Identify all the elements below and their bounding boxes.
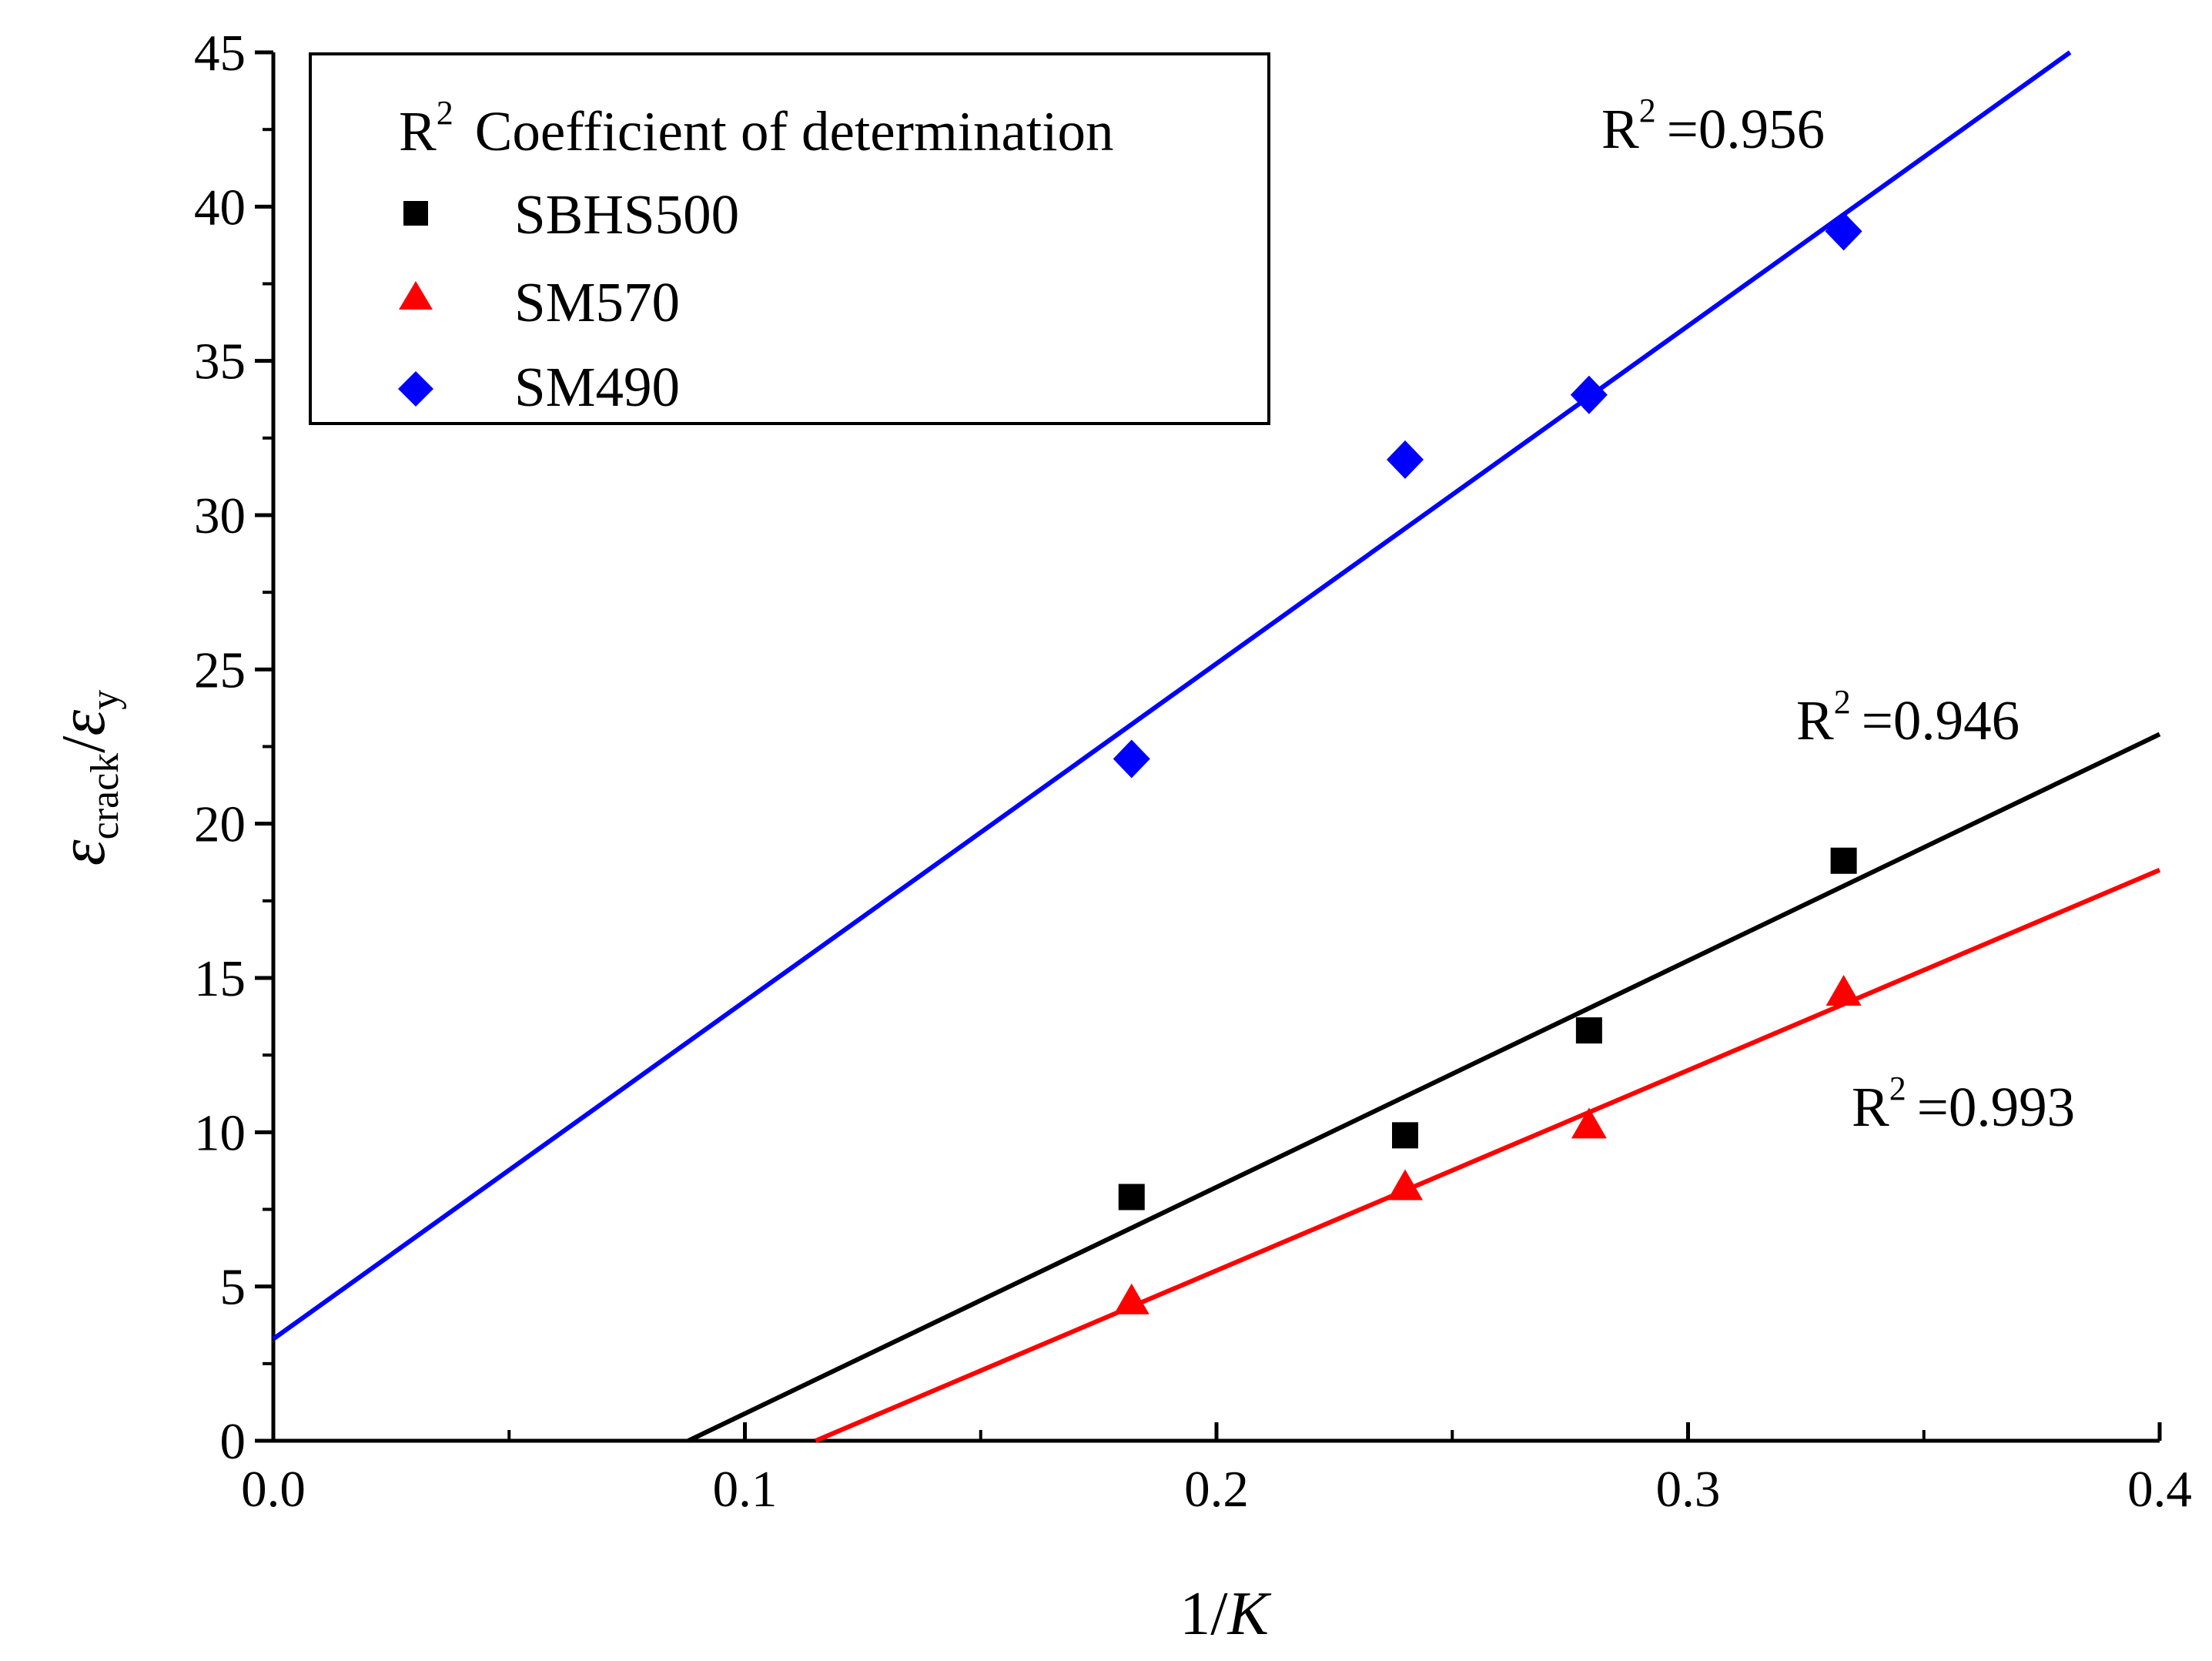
legend-header: R2 Coefficient of determination xyxy=(399,94,1113,162)
data-point-sm490 xyxy=(1113,739,1150,779)
data-point-sm490 xyxy=(1825,212,1862,251)
y-tick-label: 45 xyxy=(194,25,246,82)
fit-line-sm490 xyxy=(272,50,2072,1341)
data-point-sm490 xyxy=(1570,375,1608,414)
axis-ticks xyxy=(255,50,2162,1443)
r2-label-sm490: R2 =0.956 xyxy=(1601,92,1825,160)
data-point-sm570 xyxy=(1387,1169,1423,1201)
fit-line-sbhs500 xyxy=(687,732,2161,1443)
legend-label-sm570: SM570 xyxy=(514,271,680,333)
legend-label-sbhs500: SBHS500 xyxy=(514,183,739,246)
data-point-sm570 xyxy=(1825,975,1862,1006)
data-point-sbhs500 xyxy=(1118,1184,1145,1211)
data-point-sm570 xyxy=(1113,1283,1150,1314)
axis-tick-labels: 0 5 10 15 20 25 30 35 40 45 0.0 0.1 0.2 0.3 0.4 xyxy=(194,25,2192,1518)
x-tick-label: 0.0 xyxy=(241,1461,306,1518)
y-tick-label: 40 xyxy=(194,179,246,236)
data-point-sbhs500 xyxy=(1392,1122,1418,1149)
x-tick-label: 0.3 xyxy=(1656,1461,1721,1518)
data-point-sbhs500 xyxy=(1575,1017,1602,1044)
x-axis-title: 1/K xyxy=(1180,1580,1271,1648)
y-tick-label: 5 xyxy=(220,1259,246,1316)
data-point-sm490 xyxy=(1387,440,1424,479)
data-markers xyxy=(1113,212,1862,1314)
data-point-sbhs500 xyxy=(1830,847,1857,874)
data-point-sm570 xyxy=(1571,1107,1607,1139)
y-axis-title: εcrack/εy xyxy=(45,690,127,866)
legend-label-sm490: SM490 xyxy=(514,356,680,418)
x-tick-label: 0.1 xyxy=(713,1461,778,1518)
y-tick-label: 10 xyxy=(194,1104,246,1161)
x-tick-label: 0.2 xyxy=(1184,1461,1249,1518)
y-tick-label: 15 xyxy=(194,950,246,1007)
legend-marker-sm490 xyxy=(398,371,433,407)
y-tick-label: 0 xyxy=(220,1413,246,1470)
y-tick-label: 30 xyxy=(194,487,246,544)
y-tick-label: 25 xyxy=(194,641,246,698)
legend-marker-sm570 xyxy=(399,281,433,310)
fit-line-sm570 xyxy=(815,868,2161,1443)
r2-label-sm570: R2 =0.993 xyxy=(1852,1070,2075,1138)
y-tick-label: 20 xyxy=(194,796,246,853)
legend-marker-sbhs500 xyxy=(403,201,428,226)
r2-label-sbhs500: R2 =0.946 xyxy=(1796,683,2020,752)
fit-lines xyxy=(272,50,2161,1443)
x-tick-label: 0.4 xyxy=(2127,1461,2192,1518)
legend: R2 Coefficient of determination SBHS500 S… xyxy=(309,52,1270,425)
legend-box xyxy=(309,52,1270,425)
y-tick-label: 35 xyxy=(194,333,246,390)
